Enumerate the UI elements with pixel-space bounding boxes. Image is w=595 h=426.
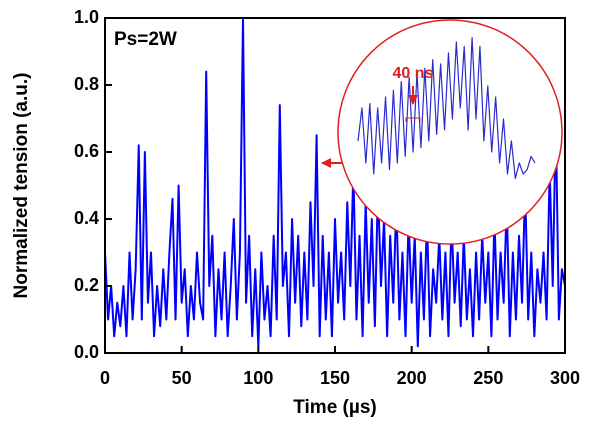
period-bracket: [405, 117, 421, 122]
x-tick-label: 50: [172, 368, 192, 388]
data-line: [357, 37, 536, 179]
y-axis-label: Normalized tension (a.u.): [11, 73, 32, 299]
x-tick-label: 200: [397, 368, 427, 388]
y-tick-label: 0.4: [74, 208, 99, 228]
x-tick-label: 100: [243, 368, 273, 388]
x-tick-label: 0: [100, 368, 110, 388]
x-tick-label: 150: [320, 368, 350, 388]
x-axis-label: Time (µs): [293, 397, 376, 418]
inset: 40 ns: [321, 19, 563, 245]
y-tick-label: 0.6: [74, 141, 99, 161]
x-tick-label: 300: [550, 368, 580, 388]
inset-border: [337, 19, 563, 245]
y-tick-label: 0.2: [74, 275, 99, 295]
inset-annotation: 40 ns: [393, 65, 434, 82]
y-tick-label: 1.0: [74, 7, 99, 27]
x-tick-label: 250: [473, 368, 503, 388]
main-plot: 0 50 100 150 200 250 300 0.0 0.2 0.4 0.6 0.8 1.0 Time…: [11, 7, 580, 418]
data-line: [105, 18, 565, 348]
inset-bg: [338, 20, 562, 244]
annotation: Ps=2W: [114, 29, 177, 50]
y-tick-label: 0.0: [74, 342, 99, 362]
y-tick-label: 0.8: [74, 74, 99, 94]
